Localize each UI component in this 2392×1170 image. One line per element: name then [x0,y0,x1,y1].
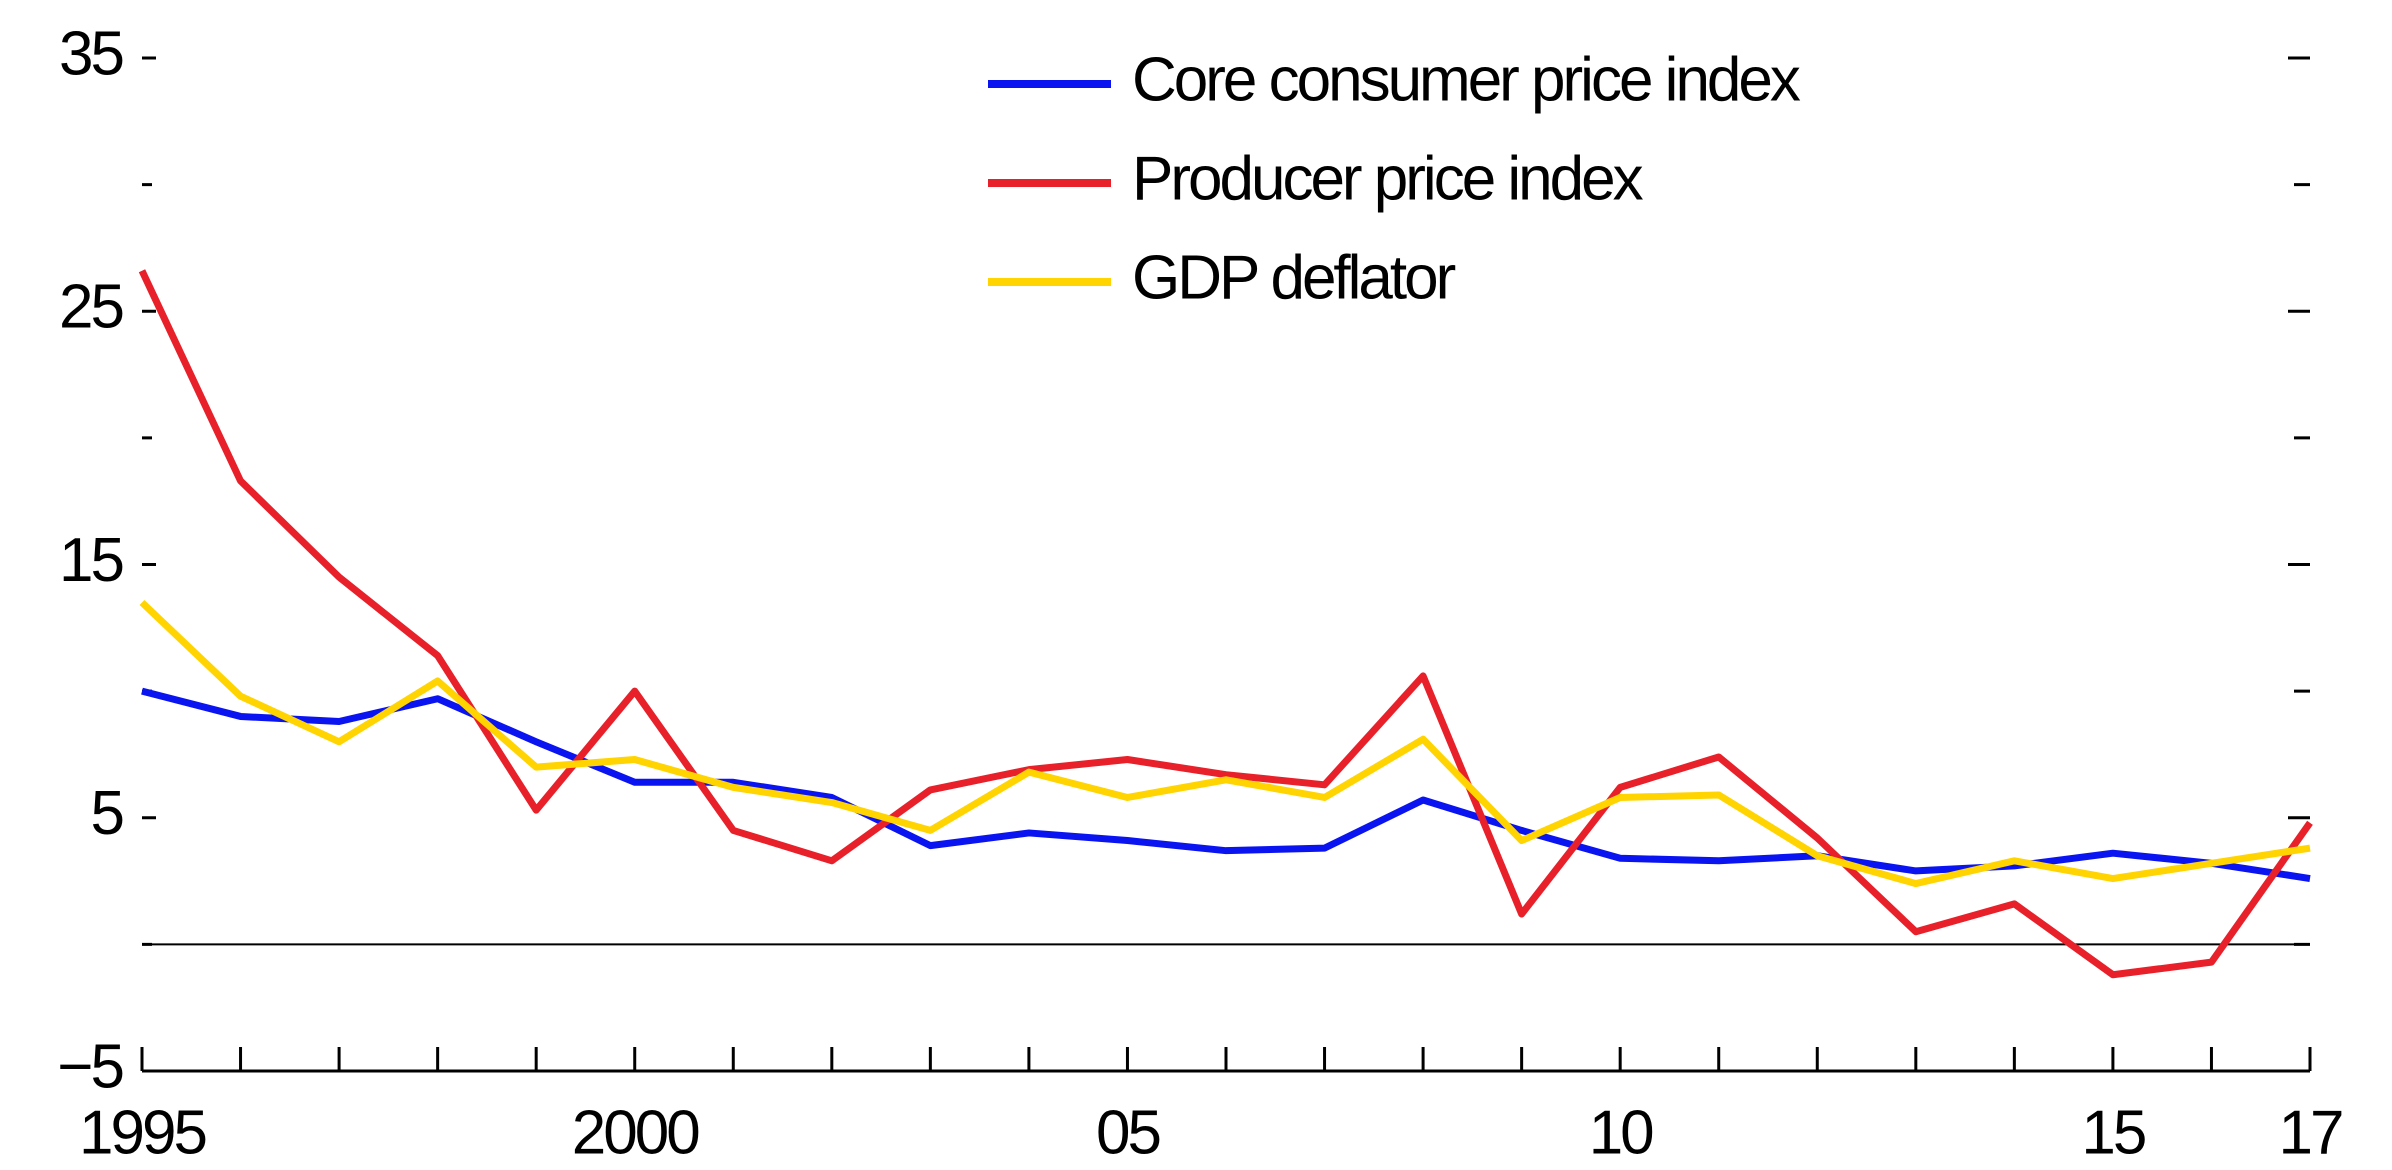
y-tick-label: 15 [59,526,122,595]
x-tick-label: 2000 [572,1098,699,1167]
x-tick-label: 05 [1096,1098,1159,1167]
y-tick-label: 25 [59,273,122,342]
legend-label: GDP deflator [1132,243,1456,312]
x-tick-label: 15 [2081,1098,2144,1167]
line-series [141,687,2311,882]
x-tick-label: 17 [2279,1098,2342,1167]
y-tick-label: 35 [59,19,122,88]
x-tick-label: 1995 [79,1098,205,1167]
y-tick-label: −5 [57,1032,122,1101]
x-tick-label: 10 [1589,1098,1653,1167]
legend-label: Core consumer price index [1132,45,1801,114]
legend-label: Producer price index [1132,144,1644,213]
line-series [139,599,2311,888]
y-tick-label: 5 [91,779,123,848]
line-series [138,269,2313,979]
